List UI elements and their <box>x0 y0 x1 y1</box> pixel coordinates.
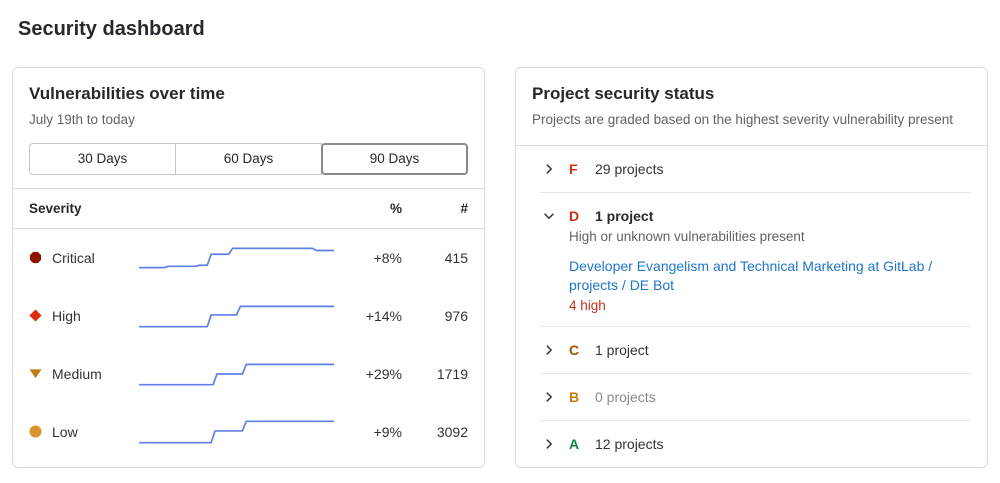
divider <box>516 144 987 146</box>
project-link[interactable]: Developer Evangelism and Technical Marke… <box>569 257 933 293</box>
divider <box>540 191 971 193</box>
trend-percent: +8% <box>373 249 402 266</box>
vulnerabilities-panel: Vulnerabilities over time July 19th to t… <box>12 67 485 469</box>
grade-letter-d: D <box>569 207 580 224</box>
header-severity: Severity <box>29 200 82 216</box>
trend-percent: +9% <box>373 423 402 440</box>
sparkline-medium <box>139 358 334 390</box>
panels-container: Vulnerabilities over time July 19th to t… <box>12 67 988 469</box>
grade-count: 1 project <box>595 207 654 224</box>
project-security-panel-subtitle: Projects are graded based on the highest… <box>532 112 953 127</box>
vulnerability-count: 1719 <box>436 365 468 382</box>
severity-label: High <box>52 307 81 324</box>
severity-row-low: Low +9% 3092 <box>13 403 484 461</box>
severity-low-icon <box>29 425 42 438</box>
page-title: Security dashboard <box>18 18 205 40</box>
vulnerability-count: 415 <box>444 249 468 266</box>
severity-label: Low <box>52 423 78 440</box>
grade-letter-a: A <box>569 436 580 453</box>
grade-row-d[interactable]: D 1 project <box>516 193 987 229</box>
trend-percent: +14% <box>365 307 402 324</box>
vulnerability-count-label: 4 high <box>569 298 606 314</box>
vulnerabilities-panel-header: Vulnerabilities over time July 19th to t… <box>13 68 484 129</box>
grade-count: 12 projects <box>595 436 664 453</box>
vulnerabilities-panel-title: Vulnerabilities over time <box>29 84 225 103</box>
grade-d-details: High or unknown vulnerabilities present … <box>516 229 987 327</box>
grade-letter-c: C <box>569 342 580 359</box>
divider <box>540 326 971 328</box>
grade-letter-f: F <box>569 160 578 177</box>
project-security-panel-header: Project security status Projects are gra… <box>516 68 987 129</box>
severity-row-medium: Medium +29% 1719 <box>13 345 484 403</box>
grade-count: 1 project <box>595 342 649 359</box>
grade-row-f[interactable]: F 29 projects <box>516 146 987 192</box>
grade-row-b[interactable]: B 0 projects <box>516 374 987 420</box>
grade-count: 29 projects <box>595 160 664 177</box>
header-percent: % <box>389 200 402 216</box>
security-dashboard-page: Security dashboard Vulnerabilities over … <box>12 18 988 469</box>
sparkline-high <box>139 300 334 332</box>
chevron-right-icon <box>542 437 556 451</box>
severity-label: Medium <box>52 365 102 382</box>
severity-table: Severity % # Critical +8% 415 <box>13 187 484 461</box>
project-security-panel-title: Project security status <box>532 84 715 103</box>
grade-description: High or unknown vulnerabilities present <box>569 228 805 244</box>
grade-section-d: D 1 project High or unknown vulnerabilit… <box>516 193 987 327</box>
header-count: # <box>460 200 468 216</box>
trend-percent: +29% <box>365 365 402 382</box>
severity-table-header: Severity % # <box>13 189 484 229</box>
divider <box>540 373 971 375</box>
severity-high-icon <box>29 309 42 322</box>
severity-row-high: High +14% 976 <box>13 287 484 345</box>
day-range-selector: 30 Days 60 Days 90 Days <box>29 142 468 175</box>
grade-count: 0 projects <box>595 389 656 406</box>
chevron-right-icon <box>542 343 556 357</box>
divider <box>540 420 971 422</box>
chevron-right-icon <box>542 162 556 176</box>
vulnerability-count: 3092 <box>436 423 468 440</box>
severity-label: Critical <box>52 249 95 266</box>
vulnerability-count: 976 <box>444 307 468 324</box>
date-range-label: July 19th to today <box>29 112 135 127</box>
grade-letter-b: B <box>569 389 580 406</box>
range-button-60-days[interactable]: 60 Days <box>175 142 322 175</box>
grade-row-c[interactable]: C 1 project <box>516 327 987 373</box>
severity-row-critical: Critical +8% 415 <box>13 229 484 287</box>
range-button-90-days[interactable]: 90 Days <box>321 142 468 175</box>
severity-critical-icon <box>29 251 42 264</box>
sparkline-critical <box>139 242 334 274</box>
chevron-right-icon <box>542 390 556 404</box>
severity-medium-icon <box>29 367 42 380</box>
sparkline-low <box>139 416 334 448</box>
range-button-30-days[interactable]: 30 Days <box>29 142 176 175</box>
chevron-down-icon <box>542 209 556 223</box>
project-security-panel: Project security status Projects are gra… <box>515 67 988 469</box>
grade-row-a[interactable]: A 12 projects <box>516 421 987 467</box>
